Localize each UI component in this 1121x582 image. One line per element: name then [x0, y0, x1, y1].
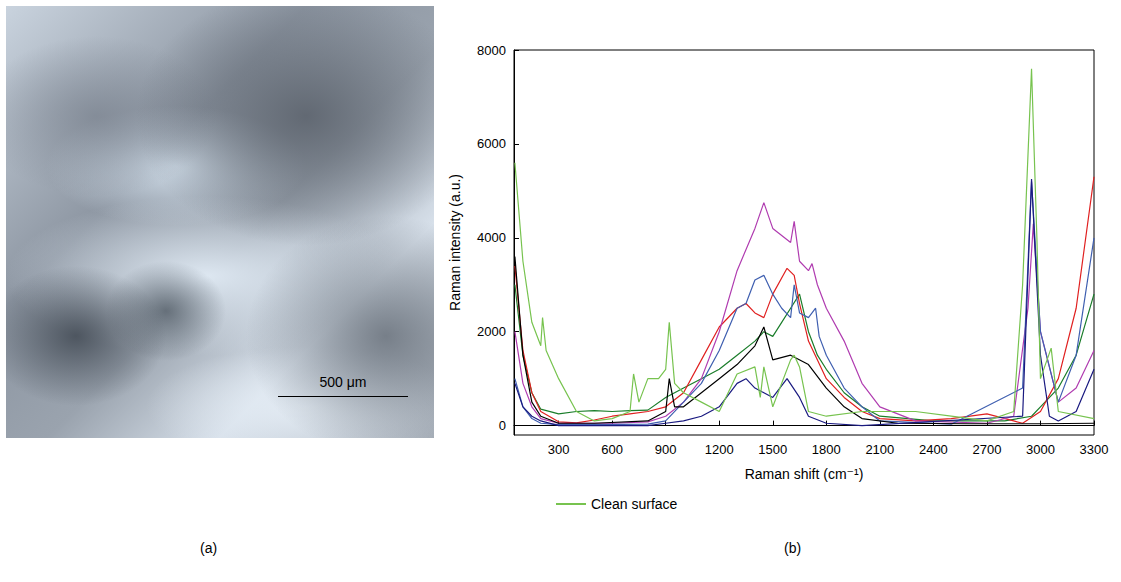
svg-text:0: 0 — [499, 418, 506, 433]
svg-text:1200: 1200 — [705, 442, 734, 457]
svg-text:2100: 2100 — [865, 442, 894, 457]
html-text:500 μm: 500 μm — [319, 374, 367, 390]
svg-text:300: 300 — [548, 442, 570, 457]
svg-text:900: 900 — [655, 442, 677, 457]
svg-text:3000: 3000 — [1026, 442, 1055, 457]
svg-text:Clean surface: Clean surface — [591, 496, 678, 512]
svg-text:2700: 2700 — [972, 442, 1001, 457]
svg-text:3300: 3300 — [1080, 442, 1109, 457]
svg-text:Raman intensity (a.u.): Raman intensity (a.u.) — [447, 174, 463, 311]
html-text:(a): (a) — [200, 540, 218, 556]
svg-text:4000: 4000 — [477, 230, 506, 245]
svg-text:600: 600 — [601, 442, 623, 457]
svg-text:1800: 1800 — [812, 442, 841, 457]
html-text:(b): (b) — [784, 540, 802, 556]
svg-text:Raman shift (cm⁻¹): Raman shift (cm⁻¹) — [745, 466, 864, 482]
svg-text:8000: 8000 — [477, 43, 506, 58]
svg-text:1500: 1500 — [758, 442, 787, 457]
svg-text:6000: 6000 — [477, 136, 506, 151]
svg-text:2000: 2000 — [477, 324, 506, 339]
svg-text:2400: 2400 — [919, 442, 948, 457]
